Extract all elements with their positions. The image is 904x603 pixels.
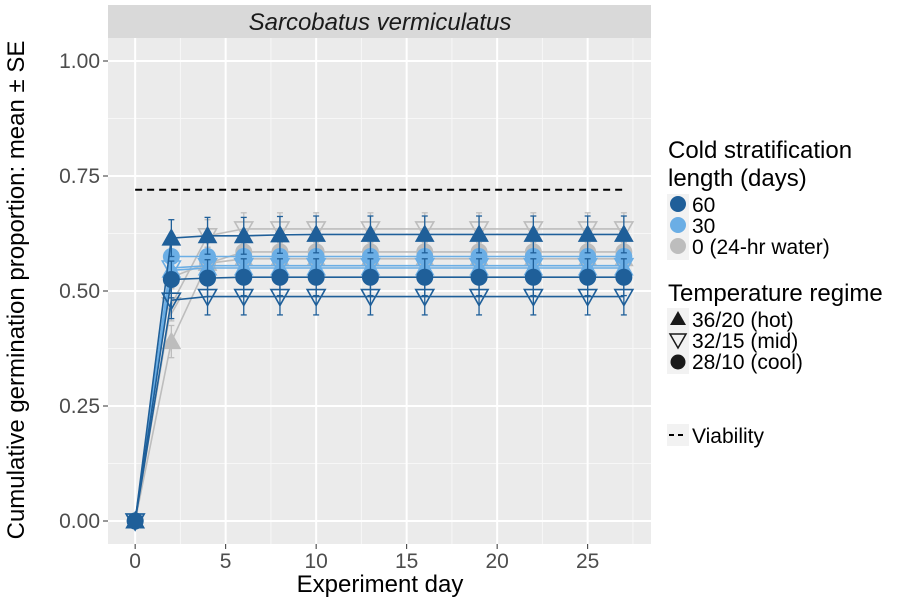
data-point-circle (579, 268, 597, 286)
series-line (134, 233, 624, 522)
legend-swatch-0 (670, 238, 686, 254)
legend-item-60: 60 (692, 194, 715, 217)
data-point-circle (235, 268, 253, 286)
y-tick-label: 0.50 (59, 280, 100, 303)
data-point-triangle (613, 224, 634, 242)
legend-swatch-30 (670, 217, 686, 233)
facet-strip (108, 5, 651, 38)
y-tick-label: 0.25 (59, 395, 100, 418)
y-axis-title: Cumulative germination proportion: mean … (3, 41, 30, 540)
legend-triangle-icon (670, 311, 686, 325)
series-60-36-20 (125, 215, 634, 529)
legend-strat-title-line1: Cold stratification (668, 137, 852, 164)
x-axis-ticks: 0 5 10 15 20 25 (129, 544, 599, 573)
data-point-circle (199, 269, 217, 287)
legend-regime-title: Temperature regime (668, 280, 883, 307)
data-point-triangle (197, 225, 218, 244)
series-line (134, 264, 624, 522)
legend-item-hot: 36/20 (hot) (692, 309, 794, 332)
data-point-circle (162, 271, 180, 288)
data-point-triangle (414, 224, 435, 242)
data-point-triangle (233, 225, 254, 244)
series-line (134, 228, 624, 522)
series-line (134, 267, 624, 522)
data-point-triangle (577, 224, 598, 242)
data-point-circle (126, 512, 144, 530)
legend-circle-icon (670, 354, 686, 370)
data-point-triangle (270, 224, 290, 243)
legend-temperature: Temperature regime 36/20 (hot) 32/15 (mi… (667, 280, 883, 374)
data-series (124, 212, 635, 532)
data-point-circle (271, 268, 289, 286)
x-axis-title: Experiment day (297, 571, 464, 598)
data-point-triangle (161, 331, 182, 350)
legend-item-mid: 32/15 (mid) (692, 330, 798, 353)
data-point-circle (470, 268, 488, 286)
x-tick-label: 20 (485, 550, 508, 573)
x-tick-label: 15 (395, 550, 418, 573)
legend-item-30: 30 (692, 215, 715, 238)
x-tick-label: 10 (304, 550, 327, 573)
legend-strat-title-line2: length (days) (668, 165, 807, 192)
legend-stratification: Cold stratification length (days) 60 30 … (667, 137, 852, 260)
series-60-28-10 (126, 258, 633, 530)
data-point-circle (615, 268, 633, 286)
data-point-circle (307, 268, 325, 286)
series-line (134, 295, 624, 522)
legend-triangle-down-icon (668, 333, 688, 350)
legend-item-0: 0 (24-hr water) (692, 236, 830, 259)
x-tick-label: 5 (220, 550, 232, 573)
data-point-circle (524, 268, 542, 286)
legend-swatch-60 (670, 196, 686, 212)
data-point-triangle (523, 224, 544, 242)
data-point-triangle (360, 224, 381, 242)
y-tick-label: 0.00 (59, 510, 100, 533)
data-point-circle (361, 268, 379, 286)
legend-item-cool: 28/10 (cool) (692, 351, 803, 374)
y-axis-ticks: 0.00 0.25 0.50 0.75 1.00 (59, 50, 108, 533)
legend-viability: Viability (667, 424, 764, 448)
data-point-triangle (161, 228, 182, 246)
x-tick-label: 0 (129, 550, 141, 573)
data-point-triangle (469, 224, 489, 242)
legend-item-viability: Viability (692, 425, 764, 448)
x-tick-label: 25 (576, 550, 599, 573)
data-point-triangle (306, 224, 327, 242)
y-tick-label: 0.75 (59, 165, 100, 188)
y-tick-label: 1.00 (59, 50, 100, 73)
facet-title: Sarcobatus vermiculatus (249, 9, 512, 36)
data-point-circle (416, 268, 434, 286)
